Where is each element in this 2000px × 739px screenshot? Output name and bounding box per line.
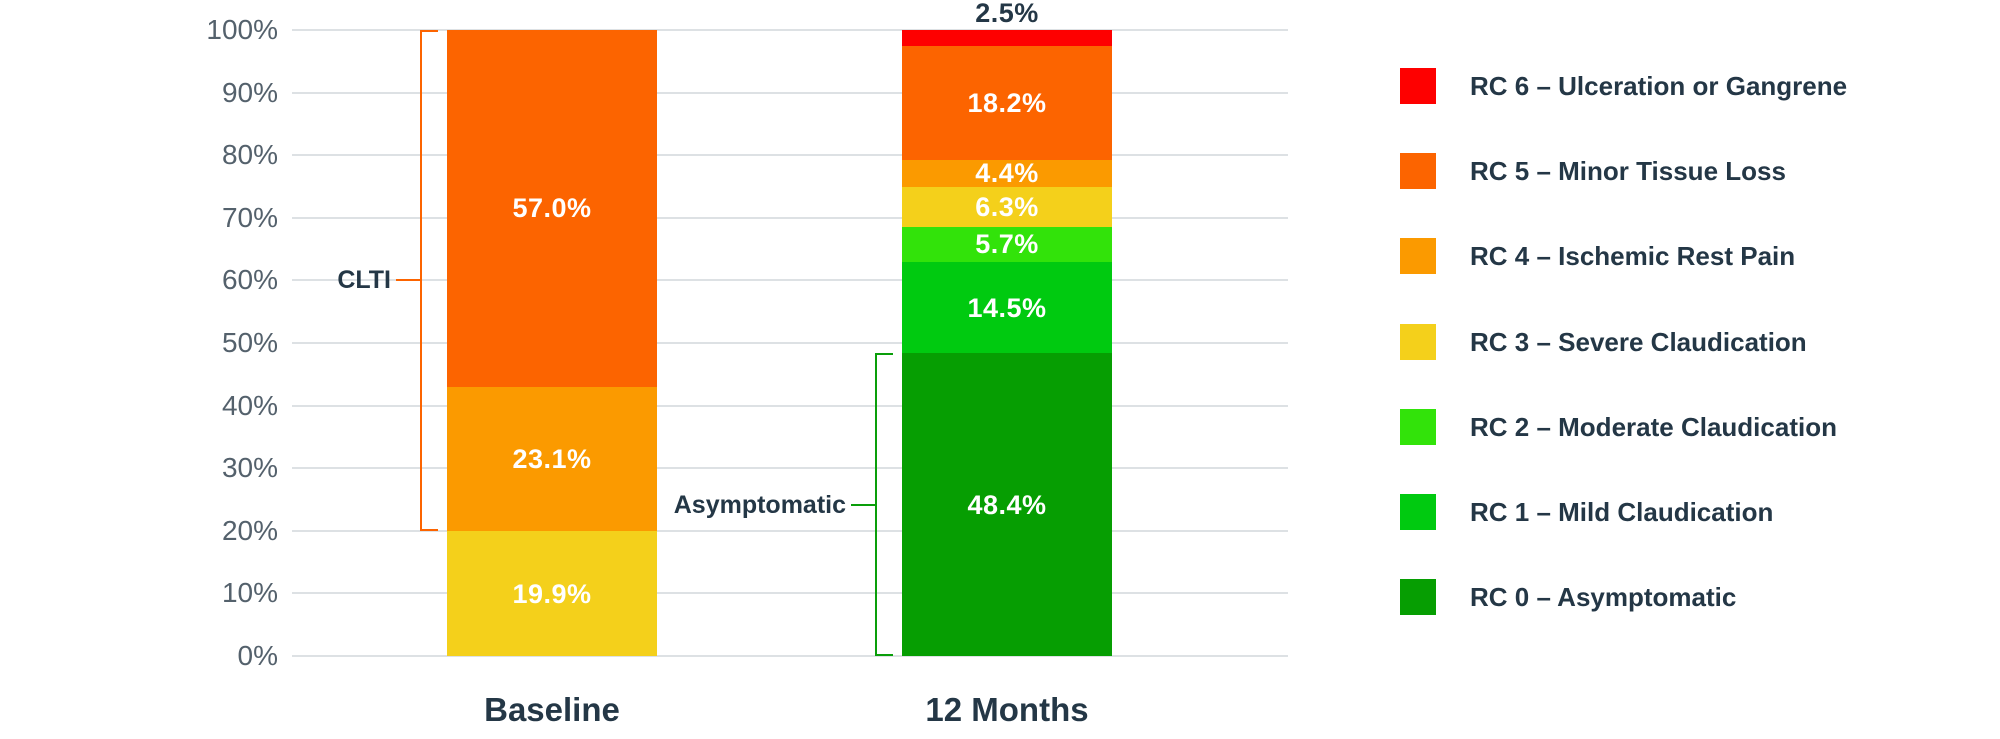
gridline-20 [292, 529, 1288, 532]
legend-swatch [1400, 153, 1436, 190]
bar-segment [902, 159, 1112, 188]
legend-swatch [1400, 408, 1436, 445]
bar-segment [902, 226, 1112, 263]
y-axis-label-90: 90% [221, 76, 278, 108]
y-axis-label-60: 60% [221, 264, 278, 296]
gridline-30 [292, 467, 1288, 470]
bar-segment [902, 45, 1112, 160]
y-axis-label-30: 30% [221, 452, 278, 484]
gridline-50 [292, 342, 1288, 344]
bar-value-label: 5.7% [975, 229, 1039, 260]
bar-segment [902, 353, 1112, 656]
bracket-tick-bottom [875, 654, 893, 656]
y-axis-label-20: 20% [221, 514, 278, 546]
bar-segment [902, 187, 1112, 227]
legend-swatch [1400, 68, 1436, 104]
gridline-0 [292, 655, 1288, 657]
bracket-tick-bottom [420, 528, 438, 531]
bar-value-label: 57.0% [512, 193, 592, 224]
legend-label: RC 1 – Mild Claudication [1470, 497, 1774, 527]
bracket-connector [851, 503, 875, 506]
gridline-70 [292, 216, 1288, 219]
gridline-10 [292, 592, 1288, 595]
gridline-100 [292, 29, 1288, 31]
bar-value-label: 4.4% [975, 158, 1039, 189]
legend-label: RC 4 – Ischemic Rest Pain [1470, 241, 1796, 272]
bracket-label-clti: CLTI [337, 266, 391, 295]
bar-value-label: 19.9% [512, 578, 592, 609]
gridline-60 [292, 279, 1288, 282]
legend-label: RC 3 – Severe Claudication [1470, 326, 1807, 357]
bar-value-label: 2.5% [975, 0, 1039, 28]
bracket-line [420, 30, 422, 531]
gridline-40 [292, 404, 1288, 407]
legend-label: RC 0 – Asymptomatic [1470, 582, 1737, 613]
legend-swatch [1400, 323, 1436, 360]
bar-value-label: 23.1% [512, 444, 592, 475]
y-axis-label-80: 80% [221, 139, 278, 171]
y-axis-label-50: 50% [221, 327, 278, 358]
y-axis-label-0: 0% [237, 640, 278, 671]
legend-label: RC 5 – Minor Tissue Loss [1470, 156, 1786, 187]
y-axis-label-10: 10% [221, 577, 278, 609]
y-axis-label-70: 70% [221, 201, 278, 233]
bar-segment [447, 531, 657, 656]
bar-segment [902, 30, 1112, 46]
bar-value-label: 14.5% [967, 292, 1047, 323]
bar-value-label: 48.4% [967, 489, 1047, 520]
gridline-90 [292, 91, 1288, 94]
y-axis-label-40: 40% [221, 389, 278, 421]
category-label-12-months: 12 Months [925, 691, 1089, 728]
bar-segment [902, 262, 1112, 353]
bar-segment [447, 386, 657, 532]
legend-swatch [1400, 579, 1436, 616]
category-label-baseline: Baseline [484, 691, 620, 728]
legend-swatch [1400, 494, 1436, 530]
gridline-80 [292, 154, 1288, 157]
bracket-tick-top [875, 353, 893, 356]
y-axis-label-100: 100% [206, 14, 278, 45]
legend-label: RC 6 – Ulceration or Gangrene [1470, 71, 1848, 101]
bracket-connector [396, 279, 420, 282]
bar-value-label: 18.2% [967, 87, 1047, 118]
bracket-tick-top [420, 30, 438, 32]
bracket-line [875, 353, 877, 656]
legend-swatch [1400, 238, 1436, 275]
bracket-label-asymptomatic: Asymptomatic [673, 490, 846, 519]
bar-value-label: 6.3% [975, 191, 1039, 222]
legend-label: RC 2 – Moderate Claudication [1470, 411, 1837, 442]
bar-segment [447, 30, 657, 387]
